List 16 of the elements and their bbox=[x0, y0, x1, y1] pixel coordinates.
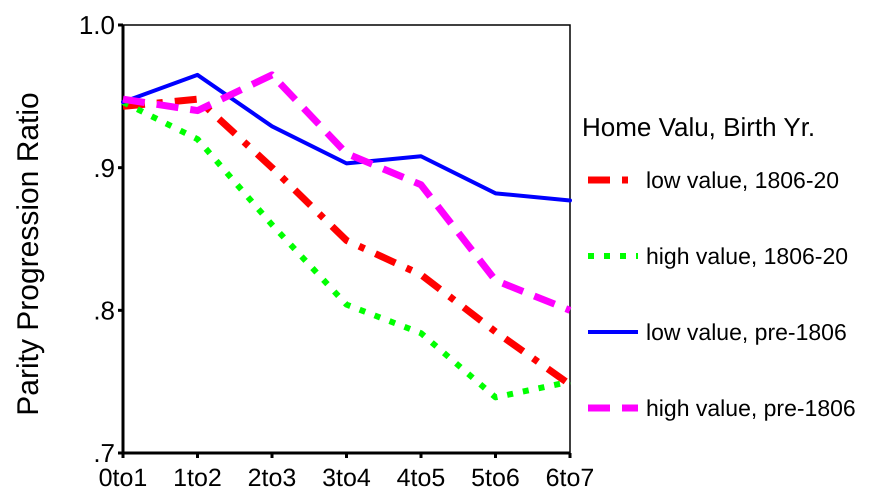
y-tick-label: .9 bbox=[93, 152, 115, 183]
x-tick-label: 2to3 bbox=[248, 464, 296, 490]
legend-title: Home Valu, Birth Yr. bbox=[582, 112, 816, 142]
legend-label: high value, pre-1806 bbox=[646, 395, 856, 421]
legend-label: low value, 1806-20 bbox=[646, 167, 840, 193]
legend-label: low value, pre-1806 bbox=[646, 319, 847, 345]
y-axis-title: Parity Progression Ratio bbox=[12, 92, 45, 416]
y-tick-label: 1.0 bbox=[78, 10, 115, 40]
legend-label: high value, 1806-20 bbox=[646, 243, 848, 269]
y-tick-label: .8 bbox=[93, 295, 115, 326]
x-tick-label: 5to6 bbox=[471, 464, 520, 490]
x-tick-label: 1to2 bbox=[173, 464, 222, 490]
x-tick-label: 4to5 bbox=[396, 464, 446, 490]
line-series bbox=[121, 72, 572, 202]
x-tick-label: 6to7 bbox=[546, 464, 594, 490]
x-tick-label: 3to4 bbox=[322, 464, 371, 490]
